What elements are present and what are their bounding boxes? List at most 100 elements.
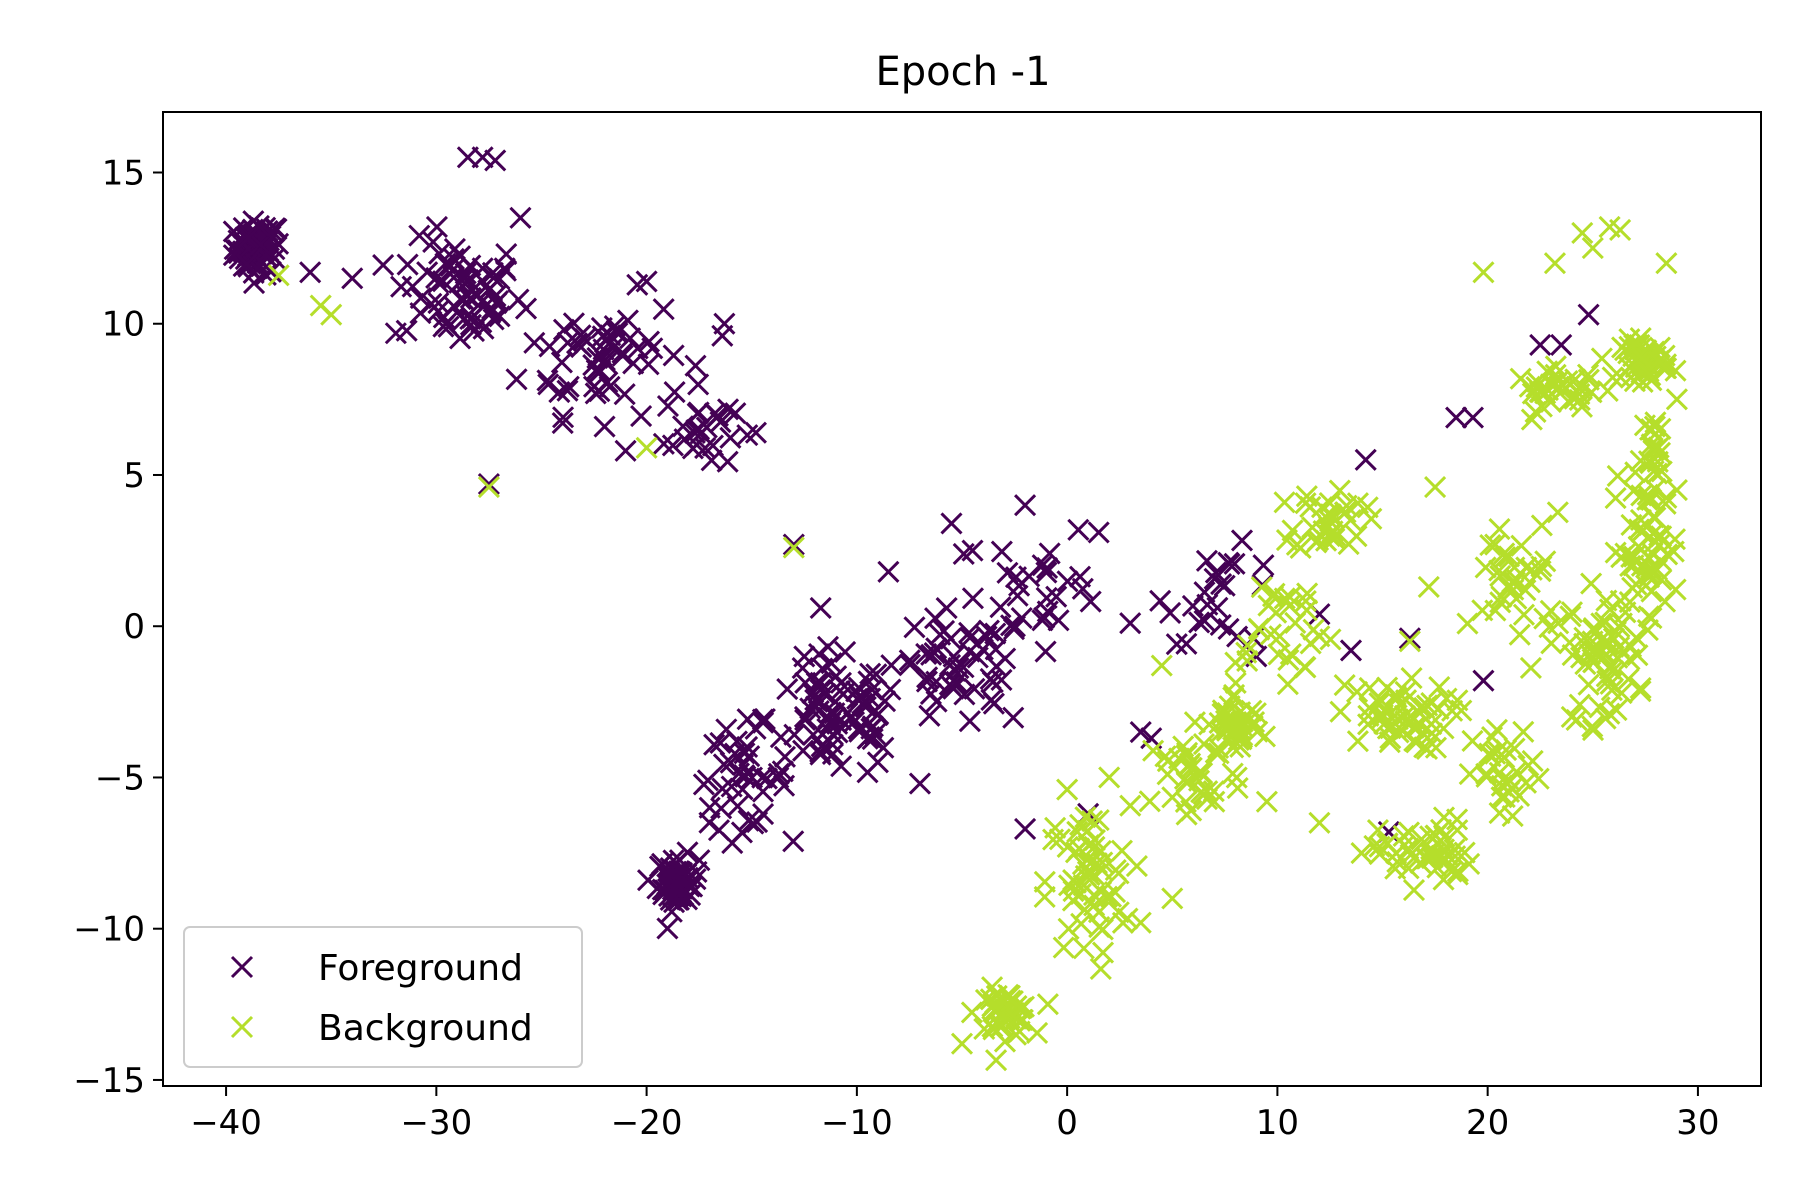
background-point xyxy=(1236,634,1259,657)
background-point xyxy=(1665,479,1688,502)
background-point xyxy=(1345,680,1369,703)
foreground-point xyxy=(603,315,626,338)
foreground-point xyxy=(783,723,806,746)
foreground-point xyxy=(614,439,637,462)
x-tick-label: 10 xyxy=(1256,1103,1299,1143)
background-point xyxy=(1581,715,1604,738)
foreground-point xyxy=(622,352,645,375)
foreground-point xyxy=(755,767,778,790)
foreground-point xyxy=(834,640,857,664)
foreground-point xyxy=(791,739,815,762)
foreground-point xyxy=(548,381,571,404)
foreground-point xyxy=(711,324,734,347)
background-point xyxy=(1005,1007,1028,1030)
background-point xyxy=(1183,711,1206,734)
background-point xyxy=(1514,579,1537,602)
foreground-point xyxy=(1159,601,1182,624)
background-point xyxy=(1273,491,1296,514)
foreground-point xyxy=(948,652,971,675)
foreground-point xyxy=(782,830,805,853)
background-point xyxy=(1064,841,1088,864)
foreground-point xyxy=(1398,627,1421,650)
background-point xyxy=(1057,917,1080,940)
foreground-point xyxy=(395,319,418,342)
foreground-point xyxy=(1006,584,1029,607)
background-point xyxy=(1308,811,1331,834)
background-point xyxy=(1299,632,1322,655)
foreground-point xyxy=(676,866,699,889)
foreground-point xyxy=(1209,613,1232,636)
foreground-point xyxy=(1529,333,1552,356)
foreground-point xyxy=(793,705,817,729)
background-point xyxy=(1647,350,1670,373)
background-point xyxy=(1494,546,1517,569)
background-point xyxy=(1242,711,1266,734)
foreground-point xyxy=(630,405,653,428)
background-point xyxy=(1497,545,1521,568)
background-point xyxy=(1161,786,1184,809)
background-point xyxy=(1475,762,1498,785)
foreground-point xyxy=(1230,529,1254,552)
background-point xyxy=(1629,326,1652,350)
background-point xyxy=(1221,762,1244,785)
background-point xyxy=(1571,221,1594,245)
foreground-point xyxy=(562,312,585,335)
foreground-point xyxy=(1195,549,1218,572)
background-point xyxy=(1116,907,1139,930)
y-tick-label: −10 xyxy=(73,910,145,950)
x-tick-label: 30 xyxy=(1676,1103,1719,1143)
foreground-point xyxy=(523,331,546,354)
background-point xyxy=(1175,803,1198,826)
foreground-point xyxy=(724,402,747,425)
background-point xyxy=(1519,656,1542,680)
background-point xyxy=(1508,623,1531,646)
background-point xyxy=(1259,623,1282,646)
background-point xyxy=(1107,862,1130,885)
background-point xyxy=(1569,646,1593,669)
foreground-point xyxy=(859,662,882,685)
background-point xyxy=(1655,252,1678,275)
foreground-point xyxy=(940,512,963,535)
background-point xyxy=(985,1049,1008,1072)
background-point xyxy=(1276,673,1299,696)
background-point xyxy=(1512,603,1536,626)
background-point xyxy=(1379,727,1402,750)
y-tick-label: 15 xyxy=(102,153,145,193)
foreground-point xyxy=(692,773,715,796)
background-point xyxy=(1346,730,1369,753)
background-point xyxy=(1278,586,1301,609)
background-point xyxy=(1420,722,1444,745)
foreground-point xyxy=(1188,611,1211,634)
background-point xyxy=(1192,783,1215,806)
x-tick-label: 20 xyxy=(1466,1103,1509,1143)
background-point xyxy=(1613,339,1637,362)
background-point xyxy=(1285,533,1308,556)
background-point xyxy=(1517,754,1540,777)
background-point xyxy=(1432,806,1456,829)
foreground-point xyxy=(958,710,981,733)
background-point xyxy=(1524,400,1547,424)
background-point xyxy=(1640,606,1663,630)
foreground-point xyxy=(505,368,528,391)
foreground-point xyxy=(396,253,419,276)
x-tick-label: −20 xyxy=(611,1103,683,1143)
background-point xyxy=(1472,261,1495,284)
background-point xyxy=(1089,880,1113,903)
foreground-point xyxy=(1204,561,1227,584)
background-point xyxy=(1559,605,1582,628)
background-point xyxy=(1629,680,1652,703)
chart-title: Epoch -1 xyxy=(875,49,1050,95)
foreground-point xyxy=(982,692,1005,715)
background-point xyxy=(1314,529,1338,552)
background-point xyxy=(1626,644,1649,667)
foreground-point xyxy=(551,411,574,435)
background-point xyxy=(1540,632,1563,655)
background-point xyxy=(1581,237,1604,260)
background-point xyxy=(1070,912,1093,935)
background-point xyxy=(1662,540,1685,563)
background-point xyxy=(1426,856,1449,879)
background-point xyxy=(1601,366,1624,389)
foreground-point xyxy=(915,642,938,665)
background-point xyxy=(1665,388,1688,411)
